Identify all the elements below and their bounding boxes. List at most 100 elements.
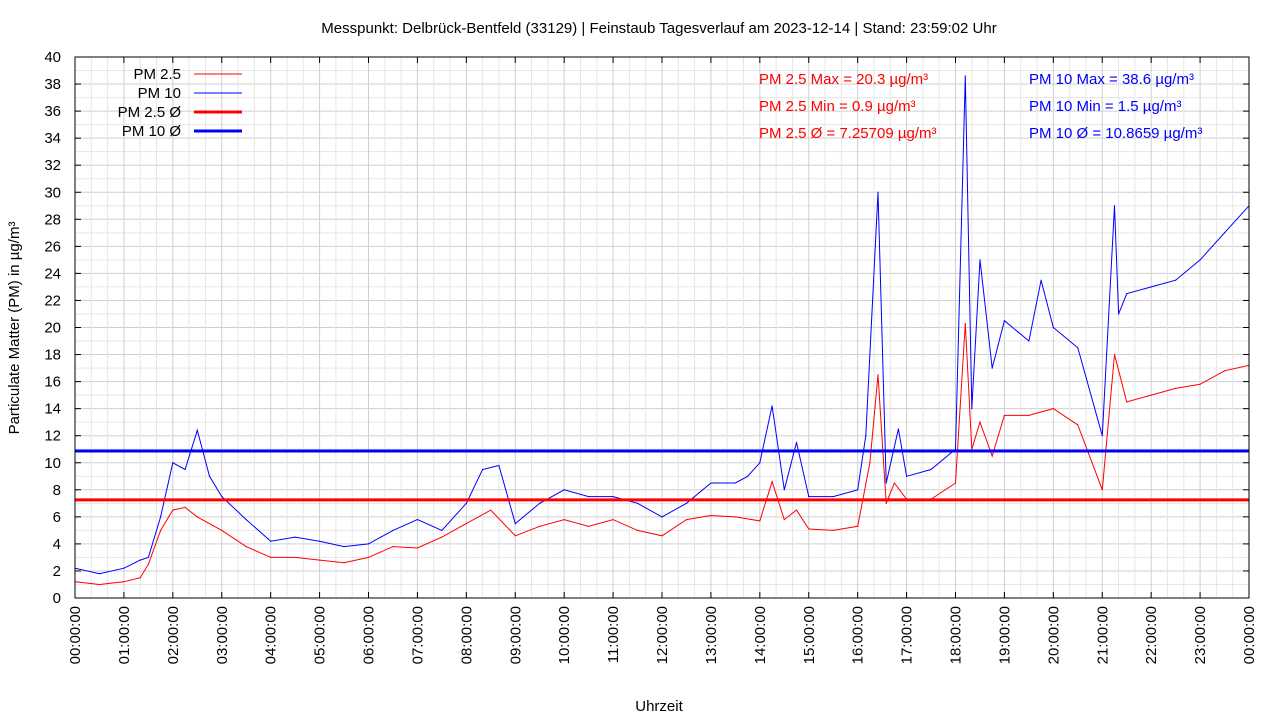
data-point [416,518,419,521]
data-point [685,502,688,504]
y-axis-label: Particulate Matter (PM) in µg/m³ [6,222,23,435]
data-point [869,462,871,464]
data-point [1199,383,1201,385]
x-axis-ticks: 00:00:00 01:00:00 02:00:00 03:00:00 04:00:00… [67,57,1258,664]
data-point [498,464,500,467]
legend-label: PM 2.5 [133,66,181,83]
data-point [139,577,141,579]
data-point [783,489,785,491]
x-tick-label: 06:00:00 [361,606,378,664]
x-axis-label: Uhrzeit [635,698,683,715]
data-point [636,529,639,531]
data-point [482,468,484,471]
data-point [392,546,394,548]
data-point [979,259,981,261]
data-point [160,516,162,518]
x-tick-label: 15:00:00 [801,606,818,664]
data-point [1117,313,1120,315]
data-point [979,421,981,423]
x-tick-label: 05:00:00 [312,606,329,664]
y-tick-label: 22 [44,292,61,309]
x-tick-label: 10:00:00 [556,606,573,664]
data-point [160,529,162,531]
data-point [795,441,798,444]
x-tick-label: 23:00:00 [1192,606,1209,664]
data-point [808,528,810,530]
x-tick-label: 07:00:00 [409,606,426,664]
x-tick-label: 09:00:00 [507,606,524,664]
data-point [759,462,761,464]
y-tick-label: 0 [53,590,61,607]
data-point [1003,414,1006,417]
x-tick-label: 13:00:00 [703,606,720,664]
legend-label: PM 10 Ø [122,123,182,140]
data-point [1199,259,1201,261]
data-point [1175,279,1177,281]
data-point [392,529,394,531]
data-point [98,573,101,575]
series-line-pm-10 [75,75,1249,575]
data-point [971,408,973,410]
data-point [588,525,590,527]
data-point [294,536,296,538]
data-point [343,546,345,548]
data-point [893,482,895,484]
data-point [563,518,565,521]
y-tick-label: 26 [44,238,61,255]
data-point [771,405,773,407]
data-point [710,482,712,484]
data-point [832,495,834,498]
x-tick-label: 14:00:00 [752,606,769,664]
y-tick-label: 8 [53,482,61,499]
y-tick-label: 6 [53,509,61,526]
y-tick-label: 10 [44,455,61,472]
data-point [465,523,467,525]
data-point [964,322,966,325]
x-tick-label: 17:00:00 [899,606,916,664]
data-point [318,540,321,542]
data-point [1028,414,1030,417]
x-tick-label: 04:00:00 [263,606,280,664]
y-tick-label: 24 [44,265,61,282]
data-point [123,581,125,583]
data-point [885,502,887,504]
data-point [514,523,516,525]
data-point [734,482,736,484]
y-tick-label: 20 [44,320,61,337]
data-point [196,516,198,518]
x-tick-label: 22:00:00 [1143,606,1160,664]
data-point [367,556,370,559]
data-point [367,543,370,545]
data-point [98,583,101,586]
data-point [441,529,443,531]
data-point [747,475,749,477]
data-point [877,374,879,376]
data-point [172,462,174,464]
data-point [270,556,272,559]
data-point [1101,489,1103,491]
y-tick-label: 40 [44,49,61,66]
data-point [147,563,149,565]
data-point [1077,424,1079,426]
y-tick-label: 30 [44,184,61,201]
annotation-pm10: PM 10 Min = 1.5 µg/m³ [1029,98,1181,115]
data-point [588,495,590,498]
data-point [885,482,887,484]
data-point [759,520,761,522]
data-point [877,191,879,193]
data-point [1175,387,1177,389]
data-point [1101,435,1103,437]
data-point [1150,394,1152,396]
annotation-pm25: PM 2.5 Max = 20.3 µg/m³ [759,71,928,88]
data-point [1113,205,1116,207]
y-tick-label: 38 [44,76,61,93]
annotation-pm25: PM 2.5 Ø = 7.25709 µg/m³ [759,125,936,142]
data-point [208,475,211,477]
data-point [991,455,993,457]
y-tick-label: 14 [44,401,61,418]
data-point [661,516,663,518]
data-point [147,556,149,559]
data-point [1003,320,1006,322]
data-point [1077,347,1079,349]
y-tick-label: 34 [44,130,61,147]
